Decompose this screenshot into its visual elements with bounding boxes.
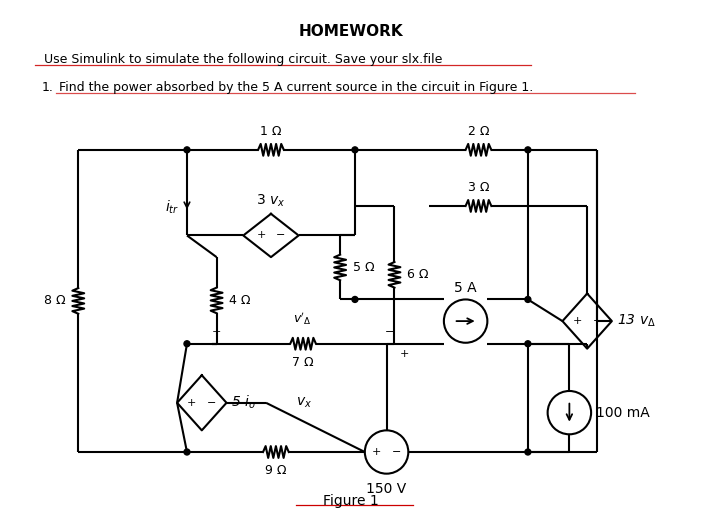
Text: 9 Ω: 9 Ω <box>265 464 286 477</box>
Text: 3 $v_x$: 3 $v_x$ <box>256 192 286 209</box>
Text: 5 A: 5 A <box>454 280 477 295</box>
Text: −: − <box>392 447 401 457</box>
Circle shape <box>352 296 358 303</box>
Text: −: − <box>592 316 602 326</box>
Circle shape <box>184 147 190 153</box>
Text: +: + <box>573 316 582 326</box>
Circle shape <box>525 296 531 303</box>
Text: 13 $v_\Delta$: 13 $v_\Delta$ <box>617 313 656 329</box>
Text: $v'_\Delta$: $v'_\Delta$ <box>293 311 312 327</box>
Text: +: + <box>212 327 221 337</box>
Text: HOMEWORK: HOMEWORK <box>298 24 404 39</box>
Text: Find the power absorbed by the 5 A current source in the circuit in Figure 1.: Find the power absorbed by the 5 A curre… <box>58 81 533 94</box>
Text: Use Simulink to simulate the following circuit. Save your slx.file: Use Simulink to simulate the following c… <box>44 54 442 66</box>
Text: Figure 1: Figure 1 <box>323 494 379 508</box>
Text: 3 Ω: 3 Ω <box>468 181 489 194</box>
Text: $i_{tr}$: $i_{tr}$ <box>165 199 179 216</box>
Text: 1 Ω: 1 Ω <box>260 125 282 138</box>
Text: +: + <box>372 447 381 457</box>
Circle shape <box>352 147 358 153</box>
Circle shape <box>525 341 531 347</box>
Text: 7 Ω: 7 Ω <box>292 356 314 368</box>
Circle shape <box>525 449 531 455</box>
Text: 1.: 1. <box>41 81 53 94</box>
Text: −: − <box>207 398 216 408</box>
Text: +: + <box>256 231 266 241</box>
Text: 2 Ω: 2 Ω <box>468 125 489 138</box>
Text: $v_x$: $v_x$ <box>296 395 312 410</box>
Text: 8 Ω: 8 Ω <box>44 295 65 307</box>
Text: 100 mA: 100 mA <box>596 405 650 420</box>
Circle shape <box>184 341 190 347</box>
Text: +: + <box>399 349 409 359</box>
Text: −: − <box>276 231 286 241</box>
Text: 6 Ω: 6 Ω <box>407 268 429 281</box>
Text: −: − <box>385 327 395 337</box>
Circle shape <box>184 449 190 455</box>
Text: +: + <box>187 398 197 408</box>
Circle shape <box>525 147 531 153</box>
Text: 5 $i_\sigma$: 5 $i_\sigma$ <box>232 394 257 411</box>
Text: 150 V: 150 V <box>366 482 406 496</box>
Text: 4 Ω: 4 Ω <box>230 294 251 307</box>
Text: 5 Ω: 5 Ω <box>353 261 375 274</box>
